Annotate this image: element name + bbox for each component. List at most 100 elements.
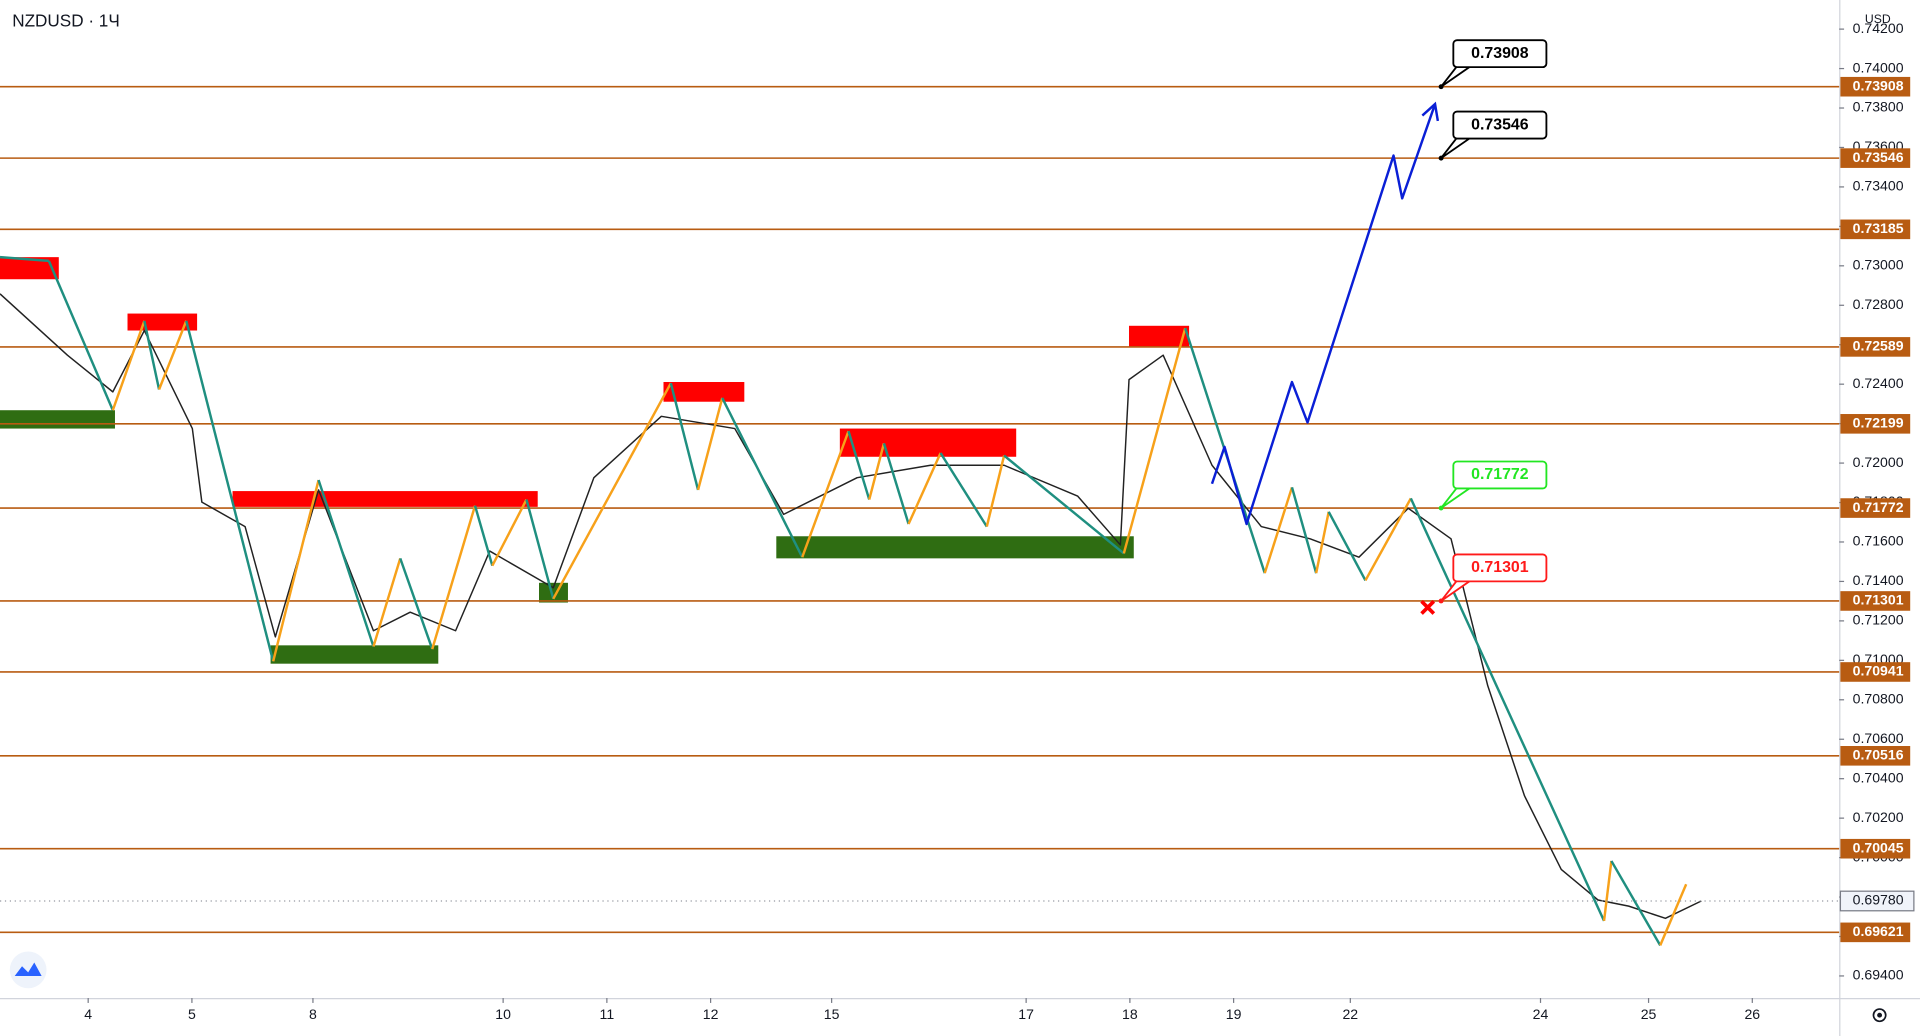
level-label: 0.73185 [1853,220,1904,236]
zone [232,491,538,507]
callout-box [1452,460,1548,490]
y-tick-label: 0.73000 [1853,257,1904,273]
zigzag-leg [907,452,942,525]
price-line [0,293,1702,920]
level-tag [1840,337,1911,357]
level-label: 0.71772 [1853,499,1904,515]
axis-unit: USD [1865,12,1891,26]
x-tick-label: 24 [1533,1006,1549,1022]
zigzag-leg [525,499,555,600]
level-label: 0.70941 [1853,663,1904,679]
zigzag-leg [552,382,672,600]
x-tick-label: 26 [1744,1006,1760,1022]
callout-anchor [1438,505,1444,511]
zigzag-leg [1290,487,1318,574]
zigzag-leg [1122,327,1187,554]
level-label: 0.72589 [1853,338,1904,354]
x-tick-label: 25 [1641,1006,1657,1022]
x-tick-label: 12 [703,1006,719,1022]
level-tag [1840,148,1911,168]
y-tick-label: 0.70800 [1853,691,1904,707]
y-tick-label: 0.73800 [1853,99,1904,115]
zigzag-leg [1602,860,1613,922]
level-tag [1840,922,1911,943]
settings-icon[interactable] [1872,1008,1887,1023]
logo-circle [9,951,47,989]
zigzag-leg [271,479,320,662]
y-tick-label: 0.74000 [1853,59,1904,75]
plot: 0.694000.696000.698000.700000.702000.704… [0,20,1915,1022]
zigzag-leg [801,430,850,558]
callout-anchor [1438,598,1444,604]
zigzag-leg [1314,511,1330,574]
zigzag-leg [491,499,528,567]
level-tag [1840,746,1911,766]
x-tick-label: 17 [1018,1006,1034,1022]
callout-label: 0.71301 [1471,559,1529,576]
zigzag-leg [1659,883,1688,946]
callout-anchor [1438,155,1444,161]
zigzag-leg [111,320,146,411]
zone [270,645,439,664]
zone [0,257,59,280]
zigzag-leg [1263,486,1294,574]
callout-label: 0.73546 [1471,116,1529,133]
zigzag-leg [473,505,494,566]
zigzag-leg [868,443,886,500]
callout-box [1452,553,1548,583]
zigzag-leg [431,505,477,650]
level-label: 0.72199 [1853,415,1904,431]
zone [663,382,745,402]
zigzag-leg [847,430,871,500]
callout-box [1452,110,1548,140]
chart-title: NZDUSD · 1Ч [12,11,120,31]
zigzag-leg [47,260,114,411]
zigzag-leg [985,455,1006,527]
y-tick-label: 0.70600 [1853,730,1904,746]
last-price-tag [1839,890,1915,912]
logo-mark [14,962,42,976]
zigzag-leg [317,479,375,647]
y-tick-label: 0.71600 [1853,533,1904,549]
callout-box [1452,39,1548,69]
x-tick-label: 8 [309,1006,317,1022]
x-tick-label: 15 [824,1006,840,1022]
zigzag-leg [721,397,804,558]
y-tick-label: 0.74200 [1853,20,1904,36]
zigzag-leg [185,320,275,662]
level-label: 0.70045 [1853,839,1904,855]
zigzag-leg [669,382,700,491]
zigzag-leg [1409,497,1606,922]
x-tick-label: 10 [495,1006,511,1022]
x-tick-label: 18 [1122,1006,1138,1022]
level-tag [1840,414,1911,434]
callout-label: 0.73908 [1471,45,1529,62]
settings-button[interactable] [1872,1008,1887,1023]
y-tick-label: 0.72000 [1853,454,1904,470]
zigzag-leg [157,320,188,390]
zigzag-leg [0,255,49,263]
settings-icon-core[interactable] [1877,1012,1883,1018]
zone [0,410,115,429]
level-tag [1840,838,1911,859]
zigzag-leg [143,320,161,390]
zigzag-leg [1003,454,1125,555]
zigzag-leg [939,452,988,528]
zone [839,428,1017,457]
y-tick-label: 0.72400 [1853,375,1904,391]
level-tag [1840,662,1911,682]
level-label: 0.73908 [1853,77,1904,93]
callout-label: 0.71772 [1471,466,1529,483]
projection-path [1210,103,1437,526]
level-label: 0.73546 [1853,149,1904,165]
y-tick-label: 0.69400 [1853,967,1904,983]
level-tag [1840,219,1911,240]
level-tag [1840,591,1911,611]
x-tick-label: 22 [1342,1006,1358,1022]
level-tag [1840,498,1911,518]
zigzag-leg [1610,860,1662,946]
y-tick-label: 0.70400 [1853,769,1904,785]
